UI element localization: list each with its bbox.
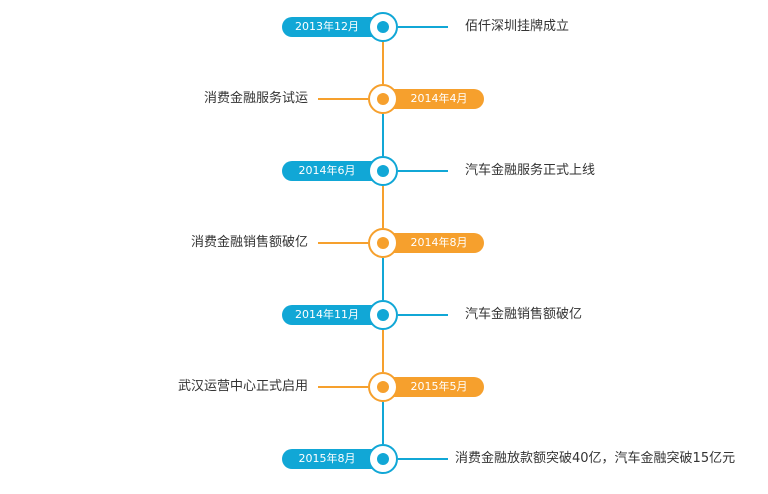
timeline-node-dot (377, 165, 389, 177)
connector-line (398, 458, 448, 460)
timeline-segment (382, 258, 384, 300)
timeline-segment (382, 114, 384, 156)
timeline-node (368, 444, 398, 474)
timeline-node-dot (377, 309, 389, 321)
connector-line (318, 242, 368, 244)
event-label: 佰仟深圳挂牌成立 (465, 19, 570, 34)
date-pill: 2013年12月 (282, 17, 372, 37)
connector-line (318, 386, 368, 388)
timeline-node (368, 300, 398, 330)
timeline-node-dot (377, 21, 389, 33)
event-label: 武汉运营中心正式启用 (177, 379, 308, 394)
date-pill: 2014年4月 (394, 89, 484, 109)
timeline-node (368, 156, 398, 186)
connector-line (398, 170, 448, 172)
timeline-segment (382, 186, 384, 228)
timeline-node (368, 372, 398, 402)
timeline-node-dot (377, 453, 389, 465)
timeline-node (368, 84, 398, 114)
date-pill: 2014年6月 (282, 161, 372, 181)
timeline-node-dot (377, 237, 389, 249)
date-pill: 2014年8月 (394, 233, 484, 253)
timeline-segment (382, 42, 384, 84)
timeline-node-dot (377, 93, 389, 105)
event-label: 消费金融服务试运 (203, 91, 308, 106)
timeline-segment (382, 330, 384, 372)
date-pill: 2015年5月 (394, 377, 484, 397)
timeline-node (368, 12, 398, 42)
connector-line (398, 314, 448, 316)
event-label: 消费金融放款额突破40亿，汽车金融突破15亿元 (455, 451, 736, 466)
connector-line (318, 98, 368, 100)
timeline-segment (382, 402, 384, 444)
event-label: 汽车金融销售额破亿 (465, 307, 583, 322)
connector-line (398, 26, 448, 28)
timeline-node (368, 228, 398, 258)
date-pill: 2015年8月 (282, 449, 372, 469)
timeline-node-dot (377, 381, 389, 393)
date-pill: 2014年11月 (282, 305, 372, 325)
event-label: 汽车金融服务正式上线 (465, 163, 596, 178)
event-label: 消费金融销售额破亿 (190, 235, 308, 250)
